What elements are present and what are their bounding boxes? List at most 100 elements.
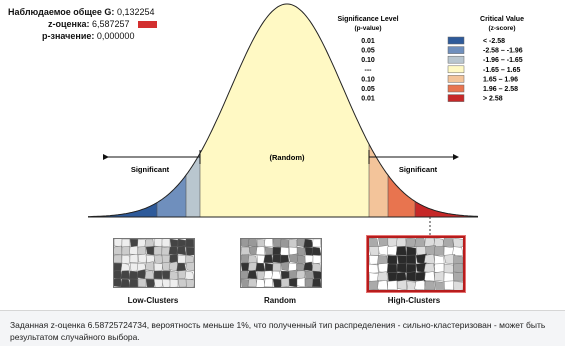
bell-band-2 [186, 4, 200, 217]
map-cell [176, 262, 187, 272]
legend-crit-title: Critical Value [480, 16, 524, 23]
map-cell [177, 254, 187, 264]
legend-swatch [447, 84, 465, 93]
map-cell [424, 280, 436, 291]
legend-z-range: < -2.58 [483, 38, 505, 45]
map-cell [153, 237, 163, 248]
map-cell [129, 270, 139, 281]
map-cell [145, 278, 156, 288]
map-cell [453, 263, 464, 273]
random-map-image [239, 237, 323, 289]
map-cell [121, 254, 131, 265]
p-label: p-значение: [42, 31, 95, 41]
legend-sig-sub: (p-value) [354, 25, 381, 32]
map-cell [387, 245, 398, 256]
map-cell [311, 262, 322, 273]
legend-swatch [447, 94, 465, 102]
bell-band-6 [415, 4, 478, 217]
map-cell [405, 237, 417, 248]
map-cell [272, 262, 282, 272]
map-cell [240, 246, 251, 256]
map-cell [434, 263, 445, 273]
legend-z-range: -2.58 – -1.96 [483, 48, 523, 55]
map-cell [396, 279, 407, 291]
map-cell [442, 237, 454, 247]
map-cell [423, 262, 436, 273]
map-cell [169, 278, 179, 288]
legend-p-value: 0.01 [361, 96, 375, 103]
map-cell [255, 278, 266, 289]
map-cell [434, 271, 445, 282]
map-cell [161, 246, 171, 256]
map-cell [424, 271, 436, 282]
stats-panel: Наблюдаемое общее G: 0,132254 z-оценка: … [8, 6, 158, 42]
map-cell [312, 238, 322, 248]
map-cell [387, 255, 398, 265]
legend-z-range: 1.65 – 1.96 [483, 76, 518, 83]
low-clusters-map-image [112, 237, 196, 289]
map-cell [129, 254, 139, 264]
map-cell [304, 278, 314, 288]
legend-rows: 0.01 < -2.58 0.05 -2.58 – -1.96 0.10 -1.96 – … [361, 36, 523, 103]
map-cell [120, 278, 131, 288]
map-cell [378, 245, 389, 256]
map-cell [280, 238, 290, 248]
map-cell [453, 271, 464, 282]
bell-band-0 [88, 4, 157, 217]
map-cell [405, 254, 417, 265]
z-value: 6,587257 [92, 19, 130, 29]
map-cell [136, 269, 147, 280]
map-cell [288, 238, 298, 249]
footer-panel: Заданная z-оценка 6.58725724734, вероятн… [0, 310, 565, 346]
bell-curve-outline [88, 3, 479, 218]
map-cell [377, 280, 389, 291]
map-cell [312, 254, 322, 264]
map-cell [414, 237, 426, 248]
map-cell [137, 278, 147, 288]
map-cell [424, 237, 436, 247]
map-cell [153, 278, 164, 288]
legend-sig-title: Significance Level [337, 16, 398, 23]
map-cell [264, 237, 274, 248]
map-cell [185, 238, 195, 248]
map-cell [153, 262, 163, 272]
map-cell [406, 271, 417, 282]
map-cell [386, 263, 398, 273]
map-cell [161, 237, 171, 248]
z-label: z-оценка: [48, 19, 90, 29]
map-cell [443, 272, 454, 283]
map-cell [311, 246, 322, 257]
map-cell [184, 270, 195, 281]
map-cell [129, 245, 139, 256]
map-cell [255, 246, 266, 256]
map-cell [113, 262, 123, 272]
map-cell [303, 261, 314, 272]
random-label: (Random) [270, 153, 305, 162]
map-cell [280, 277, 290, 288]
map-cell [161, 254, 171, 264]
p-value: 0,000000 [96, 31, 135, 41]
legend-p-value: 0.10 [361, 76, 375, 83]
map-cell [185, 246, 195, 256]
map-cell [137, 253, 147, 264]
map-cell [453, 281, 464, 292]
bell-curve-diagram: Significant (Random) Significant Signifi… [88, 3, 524, 236]
legend-p-value: 0.05 [361, 48, 375, 55]
map-cell [424, 253, 436, 265]
map-cell [264, 278, 274, 288]
z-color-swatch [138, 21, 158, 29]
map-cell [377, 271, 389, 282]
index-label: Наблюдаемое общее G: [8, 7, 115, 17]
map-cell [378, 262, 389, 273]
map-cell [296, 277, 306, 288]
z-row: z-оценка: 6,587257 [8, 18, 158, 30]
map-cell [113, 237, 123, 248]
map-cell [144, 238, 155, 248]
map-cell [387, 280, 398, 291]
bell-band-1 [157, 4, 186, 217]
map-cell [255, 262, 266, 272]
map-cell [247, 278, 258, 288]
legend-z-range: 1.96 – 2.58 [483, 86, 518, 93]
map-cell [387, 237, 398, 247]
right-significant-label: Significant [399, 165, 438, 174]
